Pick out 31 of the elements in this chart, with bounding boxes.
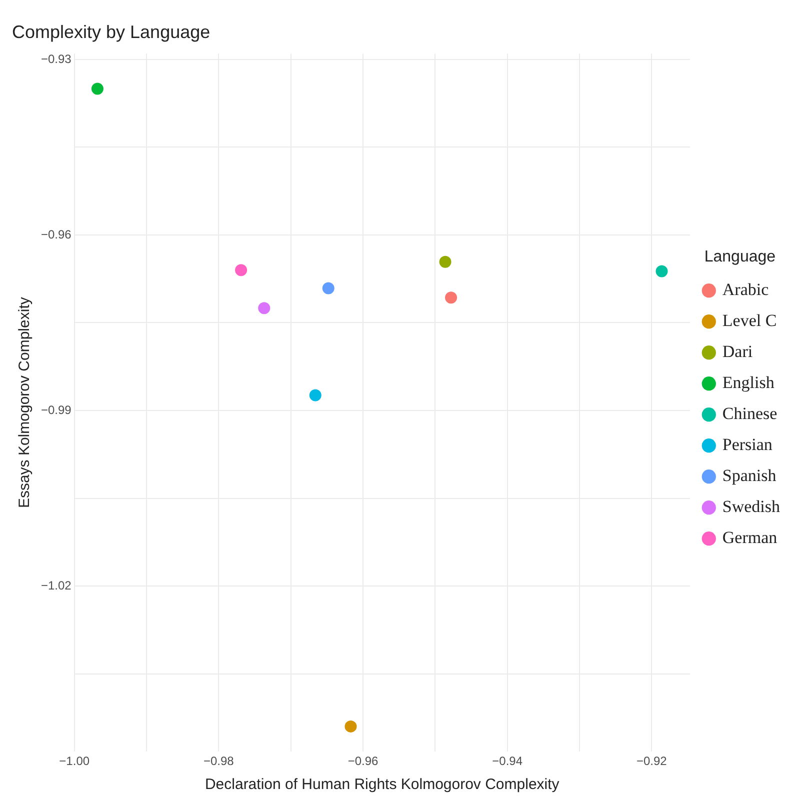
point [439, 256, 452, 268]
legend-label: Spanish [722, 466, 777, 486]
legend-title: Language [704, 248, 776, 266]
x-tick-label: −0.98 [203, 754, 234, 768]
point [344, 720, 357, 732]
legend-label: Level C [722, 311, 777, 330]
y-tick-label: −0.93 [40, 52, 72, 66]
x-tick-label: −0.92 [636, 754, 668, 768]
x-tick-label: −0.94 [492, 754, 523, 768]
x-tick-label: −1.00 [59, 754, 90, 768]
y-tick-label: −0.99 [40, 402, 72, 417]
legend-label: German [722, 528, 778, 548]
point [258, 302, 270, 314]
point [309, 389, 322, 402]
point [91, 82, 104, 95]
y-tick-label: −1.02 [40, 578, 72, 592]
legend-label: Dari [722, 342, 753, 362]
point [445, 292, 458, 304]
y-axis-title: Essays Kolmogorov Complexity [16, 296, 34, 508]
point [235, 264, 248, 276]
legend-label: Persian [722, 435, 773, 454]
legend-label: Chinese [722, 404, 778, 424]
legend-label: English [722, 373, 775, 392]
x-axis-title: Declaration of Human Rights Kolmogorov Complexity [204, 776, 560, 794]
point [322, 282, 334, 294]
y-tick-label: −0.96 [40, 227, 72, 242]
legend-label: Swedish [722, 497, 780, 516]
point [656, 265, 668, 278]
chart-title: Complexity by Language [12, 22, 210, 42]
x-tick-label: −0.96 [348, 754, 379, 768]
legend-label: Arabic [722, 280, 770, 300]
